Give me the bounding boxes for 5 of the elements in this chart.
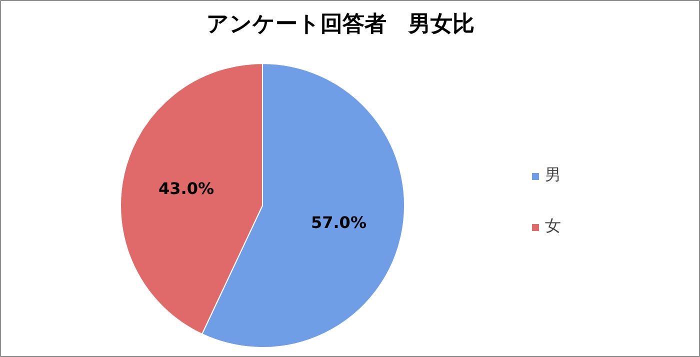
- data-label: 57.0%: [310, 213, 366, 232]
- legend-label: 女: [545, 216, 562, 237]
- chart-title: アンケート回答者 男女比: [206, 12, 474, 37]
- data-label: 43.0%: [158, 178, 214, 198]
- legend-label: 男: [545, 165, 562, 186]
